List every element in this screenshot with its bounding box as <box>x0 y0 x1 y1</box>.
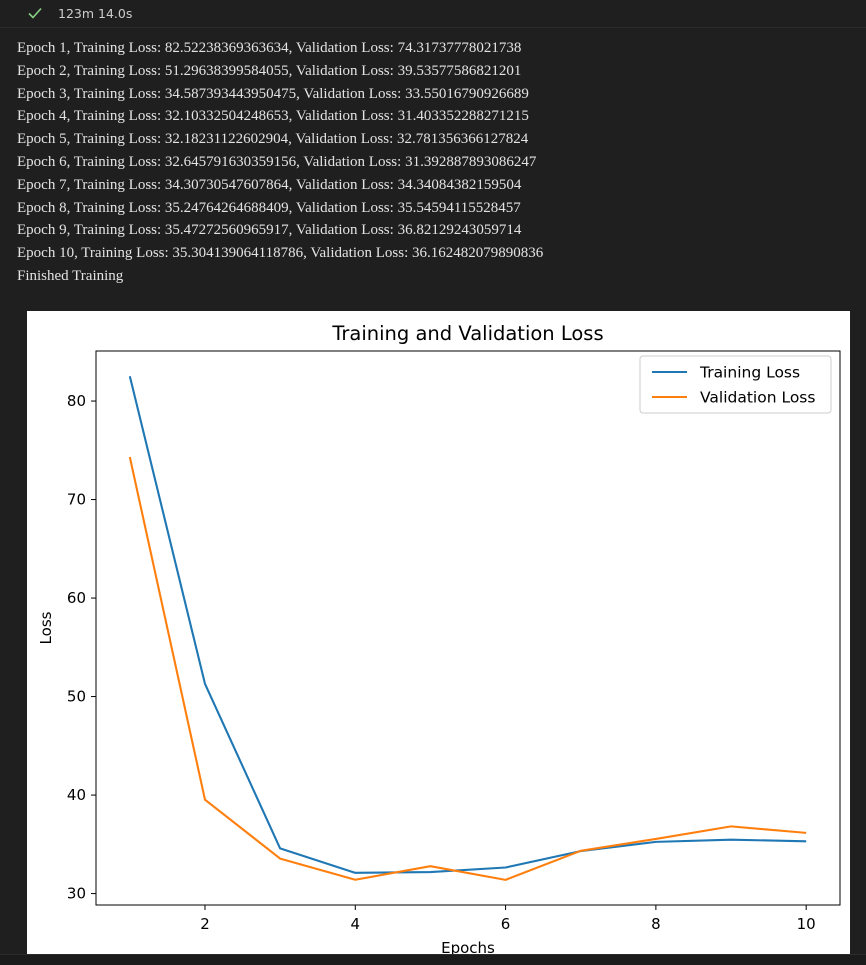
legend-label: Training Loss <box>699 364 800 382</box>
x-tick-label: 6 <box>501 915 511 933</box>
legend-box <box>639 355 832 414</box>
y-tick-label: 50 <box>67 688 86 706</box>
output-line: Epoch 5, Training Loss: 32.1823112260290… <box>17 131 529 148</box>
output-line: Epoch 2, Training Loss: 51.2963839958405… <box>17 62 522 79</box>
x-tick-label: 10 <box>797 915 816 933</box>
execution-time: 123m 14.0s <box>58 6 133 21</box>
y-tick-label: 30 <box>67 885 86 903</box>
x-tick-label: 4 <box>350 915 360 933</box>
cell-output: Epoch 1, Training Loss: 82.5223836936363… <box>17 37 857 288</box>
output-line: Epoch 3, Training Loss: 34.5873934439504… <box>17 85 529 102</box>
panel-bottom-edge <box>0 954 866 965</box>
y-tick-label: 80 <box>67 392 86 410</box>
plot-frame <box>95 350 841 906</box>
output-line: Epoch 4, Training Loss: 32.1033250424865… <box>17 108 529 125</box>
output-line: Epoch 8, Training Loss: 35.2476426468840… <box>17 199 521 216</box>
x-tick-label: 2 <box>200 915 210 933</box>
series-line-validation-loss <box>128 456 807 881</box>
y-tick-label: 70 <box>67 491 86 509</box>
output-line: Epoch 6, Training Loss: 32.6457916303591… <box>17 153 537 170</box>
y-tick-label: 40 <box>67 786 86 804</box>
cell-status-bar: 123m 14.0s <box>0 0 866 28</box>
chart-title: Training and Validation Loss <box>331 322 603 345</box>
y-tick-label: 60 <box>67 589 86 607</box>
output-line: Epoch 1, Training Loss: 82.5223836936363… <box>17 40 522 56</box>
output-line: Finished Training <box>17 267 124 284</box>
output-line: Epoch 7, Training Loss: 34.3073054760786… <box>17 176 522 193</box>
legend-label: Validation Loss <box>700 389 815 407</box>
series-line-training-loss <box>128 375 807 874</box>
output-line: Epoch 10, Training Loss: 35.304139064118… <box>17 245 544 262</box>
loss-plot: Training and Validation Loss 2 4 6 8 10 30 40 50… <box>27 311 850 954</box>
loss-chart-svg: Training and Validation Loss 2 4 6 8 10 30 40 50… <box>37 322 841 954</box>
x-axis-label: Epochs <box>441 939 495 954</box>
x-tick-label: 8 <box>651 915 661 933</box>
y-axis-label: Loss <box>37 611 55 644</box>
check-icon <box>28 7 42 19</box>
output-line: Epoch 9, Training Loss: 35.4727256096591… <box>17 222 522 239</box>
